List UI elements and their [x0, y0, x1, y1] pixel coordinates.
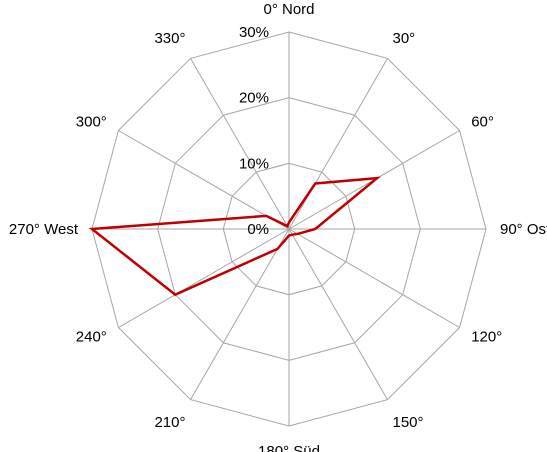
- grid-spoke: [190, 228, 290, 400]
- direction-label: 120°: [471, 329, 502, 346]
- grid-ring: [91, 31, 487, 427]
- grid-ring: [222, 162, 356, 296]
- grid-spoke: [288, 58, 388, 230]
- direction-label: 300°: [76, 114, 107, 131]
- direction-label: 210°: [154, 414, 185, 431]
- series-line: [88, 176, 382, 297]
- grid: [91, 31, 487, 427]
- direction-label: 30°: [393, 30, 416, 47]
- grid-spoke: [118, 130, 290, 230]
- direction-label: 60°: [471, 114, 494, 131]
- grid-spoke: [190, 58, 290, 230]
- direction-label: 270° West: [9, 221, 79, 238]
- grid-spoke: [118, 228, 290, 328]
- radial-tick-label: 20%: [239, 90, 269, 107]
- grid-ring: [157, 97, 421, 361]
- grid-spoke: [288, 228, 388, 400]
- radial-tick-label: 10%: [239, 155, 269, 172]
- direction-label: 150°: [393, 414, 424, 431]
- radial-tick-label: 30%: [239, 24, 269, 41]
- direction-label: 180° Süd: [258, 443, 320, 452]
- direction-labels: 0° Nord 30° 60° 90° Ost 120° 150° 180° Süd 210°…: [9, 1, 547, 452]
- direction-label: 240°: [76, 329, 107, 346]
- direction-label: 330°: [154, 30, 185, 47]
- series-layer: [88, 176, 382, 297]
- direction-label: 90° Ost: [500, 221, 547, 238]
- direction-label: 0° Nord: [263, 1, 314, 18]
- radial-tick-labels: 0% 10% 20% 30%: [239, 24, 269, 238]
- radial-tick-label: 0%: [247, 221, 269, 238]
- grid-spoke: [288, 228, 460, 328]
